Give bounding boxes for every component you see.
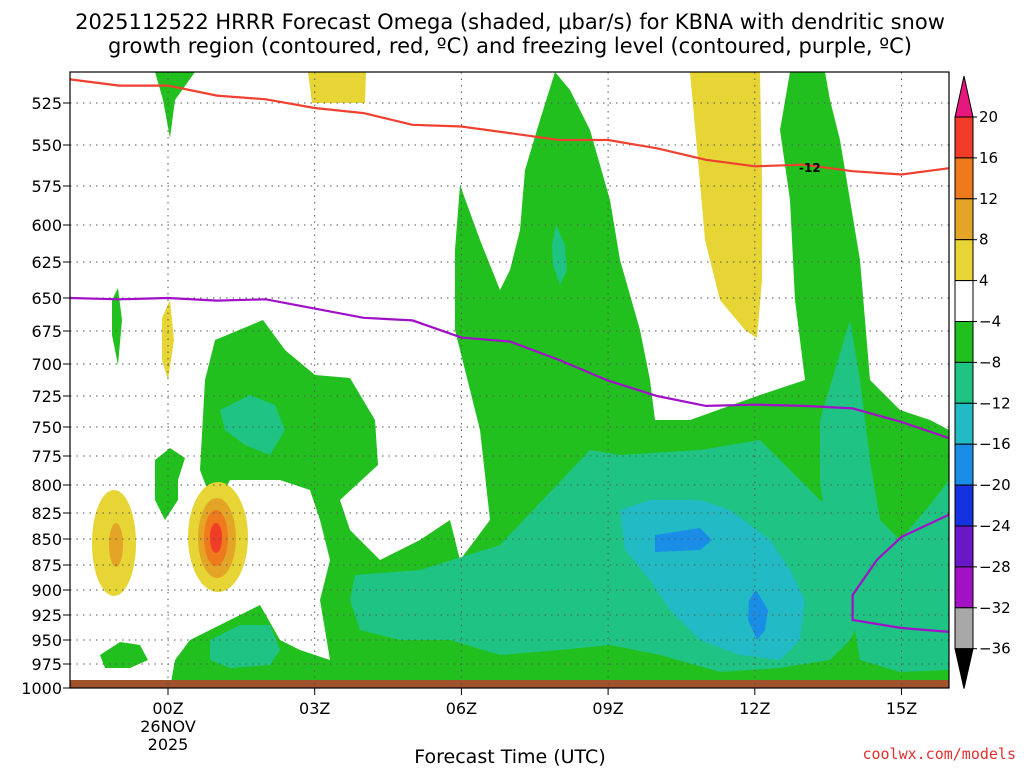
colorbar-label: −24: [979, 517, 1011, 535]
colorbar-bin: [954, 484, 974, 527]
colorbar-label: 12: [979, 190, 998, 208]
colorbar-label: 20: [979, 108, 998, 126]
dgz-contour-label: -12: [799, 161, 821, 175]
colorbar-label: 8: [979, 231, 989, 249]
colorbar-bin: [954, 116, 974, 159]
plot-frame: [69, 71, 950, 689]
chart-title-line2: growth region (contoured, red, ºC) and f…: [108, 34, 912, 58]
freezing-level-contour: [70, 296, 949, 440]
omega-region-red-bullseye: [210, 523, 222, 553]
colorbar-bin: [954, 321, 974, 363]
y-axis: 525 550 575 600 625 650 675 700 725 750 775 800 825 8…: [21, 94, 70, 698]
y-tick-label: 900: [31, 581, 62, 600]
y-tick-label: 875: [31, 556, 62, 575]
colorbar-bin: [954, 361, 974, 404]
x-tick-label: 03Z: [299, 699, 330, 718]
x-tick-label: 06Z: [446, 699, 477, 718]
y-tick-label: 700: [31, 355, 62, 374]
colorbar-bin: [954, 157, 974, 200]
y-tick-label: 550: [31, 136, 62, 155]
colorbar-bin: [954, 525, 974, 568]
y-tick-label: 800: [31, 476, 62, 495]
colorbar-bin: [954, 402, 974, 445]
freezing-level-contour-lower: [851, 513, 949, 633]
y-tick-label: 750: [31, 418, 62, 437]
x-tick-label: 09Z: [592, 699, 623, 718]
omega-region-teal-d: [220, 395, 285, 455]
plot-area: -12: [70, 72, 949, 688]
y-tick-label: 600: [31, 216, 62, 235]
x-tick-label: 15Z: [886, 699, 917, 718]
x-axis-label: Forecast Time (UTC): [414, 746, 605, 768]
y-tick-label: 650: [31, 289, 62, 308]
x-tick-sublabel-year: 2025: [148, 735, 189, 754]
colorbar-bin: [954, 566, 974, 609]
y-tick-label: 975: [31, 655, 62, 674]
colorbar-label: −28: [979, 558, 1011, 576]
omega-region-teal-c: [210, 625, 280, 668]
dgz-contour: [70, 78, 949, 176]
colorbar-bin: [954, 443, 974, 486]
colorbar: 20 16 12 8 4 −4 −8 −12 −16 −20 −24 −28 −32 −36: [954, 75, 1011, 689]
colorbar-label: 16: [979, 149, 998, 167]
colorbar-bin: [954, 198, 974, 241]
omega-region-blue-a: [655, 528, 712, 552]
colorbar-label: −16: [979, 435, 1011, 453]
y-tick-label: 675: [31, 322, 62, 341]
omega-region-yellow-column: [690, 72, 762, 338]
y-tick-label: 725: [31, 387, 62, 406]
y-tick-label: 850: [31, 530, 62, 549]
colorbar-bin: [954, 607, 974, 650]
omega-region-yellow-upper-strip: [308, 72, 366, 103]
colorbar-label: −12: [979, 394, 1011, 412]
x-tick-label: 12Z: [739, 699, 770, 718]
y-tick-label: 575: [31, 177, 62, 196]
omega-region-green-top: [155, 72, 195, 138]
credit-text: coolwx.com/models: [862, 745, 1016, 763]
colorbar-label: −20: [979, 476, 1011, 494]
y-tick-label: 625: [31, 253, 62, 272]
omega-region-green-left-c: [112, 288, 122, 365]
colorbar-label: 4: [979, 272, 989, 290]
omega-region-teal-e: [552, 225, 567, 285]
x-tick-sublabel-date: 26NOV: [140, 717, 196, 736]
colorbar-label: −8: [979, 353, 1001, 371]
ground-band: [70, 680, 949, 688]
colorbar-bottom-arrow: [954, 648, 974, 689]
colorbar-bin: [954, 239, 974, 282]
y-tick-label: 1000: [21, 679, 62, 698]
chart-title-line1: 2025112522 HRRR Forecast Omega (shaded, …: [75, 10, 945, 34]
colorbar-label: −32: [979, 599, 1011, 617]
y-tick-label: 525: [31, 94, 62, 113]
omega-region-green-left-a: [100, 642, 148, 668]
omega-region-purple-lower-right: [852, 515, 949, 640]
y-tick-label: 825: [31, 504, 62, 523]
colorbar-top-arrow: [954, 75, 974, 118]
colorbar-label: −36: [979, 640, 1011, 658]
x-tick-label: 00Z: [152, 699, 183, 718]
y-tick-label: 925: [31, 606, 62, 625]
omega-region-blue-b: [748, 590, 768, 640]
y-tick-label: 775: [31, 447, 62, 466]
omega-region-green-left-b: [155, 448, 185, 520]
colorbar-bin: [954, 280, 974, 323]
colorbar-label: −4: [979, 313, 1001, 331]
omega-region-gold-left: [109, 523, 123, 567]
y-tick-label: 950: [31, 631, 62, 650]
